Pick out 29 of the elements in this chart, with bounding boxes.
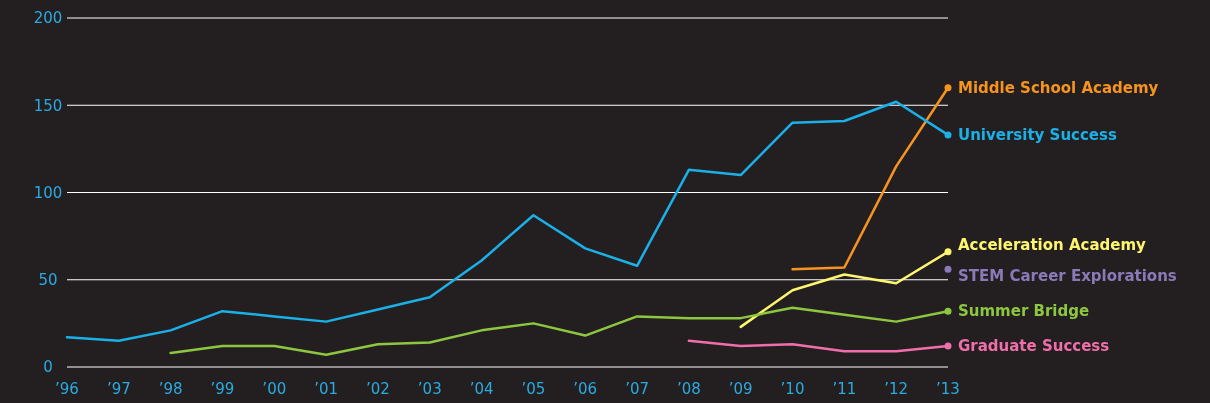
y-tick-label: 0 [43, 358, 53, 377]
x-tick-label: ’13 [936, 380, 960, 398]
series-label: Middle School Academy [958, 79, 1159, 98]
series-label: Graduate Success [958, 337, 1110, 356]
x-tick-label: ’10 [780, 380, 805, 398]
x-tick-label: ’06 [573, 380, 598, 398]
x-tick-label: ’12 [884, 380, 909, 398]
x-tick-label: ’03 [417, 380, 442, 398]
x-tick-label: ’96 [55, 380, 79, 398]
y-tick-label: 100 [33, 183, 63, 202]
x-tick-label: ’05 [521, 380, 546, 398]
y-tick-label: 200 [33, 9, 63, 28]
x-tick-label: ’08 [676, 380, 701, 398]
x-tick-label: ’09 [728, 380, 753, 398]
y-tick-label: 50 [38, 271, 58, 289]
x-tick-label: ’99 [210, 380, 235, 398]
x-tick-label: ’04 [469, 380, 494, 398]
series-label: Acceleration Academy [958, 236, 1147, 255]
series-label: STEM Career Explorations [958, 267, 1177, 286]
x-tick-label: ’97 [106, 380, 131, 398]
x-tick-label: ’07 [625, 380, 649, 398]
series-label: Summer Bridge [958, 302, 1090, 321]
x-tick-label: ’00 [262, 380, 287, 398]
series-label: University Success [958, 126, 1117, 145]
y-tick-label: 150 [33, 96, 63, 115]
x-tick-label: ’98 [158, 380, 183, 398]
x-tick-label: ’01 [314, 380, 339, 398]
x-tick-label: ’02 [366, 380, 390, 398]
x-tick-label: ’11 [832, 380, 857, 398]
